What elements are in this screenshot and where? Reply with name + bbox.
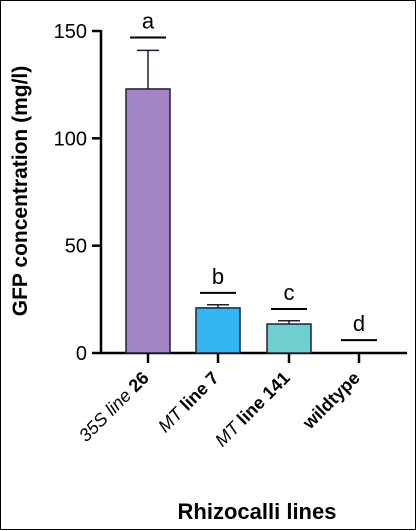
bar xyxy=(125,88,171,354)
x-tick-label-part: line 141 xyxy=(229,368,293,432)
bar xyxy=(195,307,241,354)
y-tick-label: 100 xyxy=(54,128,87,150)
y-tick-label: 150 xyxy=(54,21,87,43)
y-tick-label: 50 xyxy=(65,236,87,258)
y-tick-label: 0 xyxy=(76,343,87,365)
significance-letter: a xyxy=(142,8,155,33)
y-ticks: 0 50 100 150 xyxy=(54,21,101,365)
x-axis-label: Rhizocalli lines xyxy=(178,499,337,524)
bars: a b c d xyxy=(125,8,377,354)
x-tick-label: wildtype xyxy=(298,368,364,434)
x-tick-label: 35S line 26 xyxy=(75,368,153,446)
significance-letter: b xyxy=(212,264,224,289)
x-tick-label-part: wildtype xyxy=(298,368,364,434)
significance-letter: c xyxy=(284,280,295,305)
bar xyxy=(266,323,312,354)
x-tick-label: MT line 7 xyxy=(154,368,223,437)
x-tick-label: MT line 141 xyxy=(211,368,294,451)
x-tick-label-part: line 7 xyxy=(173,368,223,418)
significance-letter: d xyxy=(353,311,365,336)
y-axis-label: GFP concentration (mg/l) xyxy=(9,66,32,316)
